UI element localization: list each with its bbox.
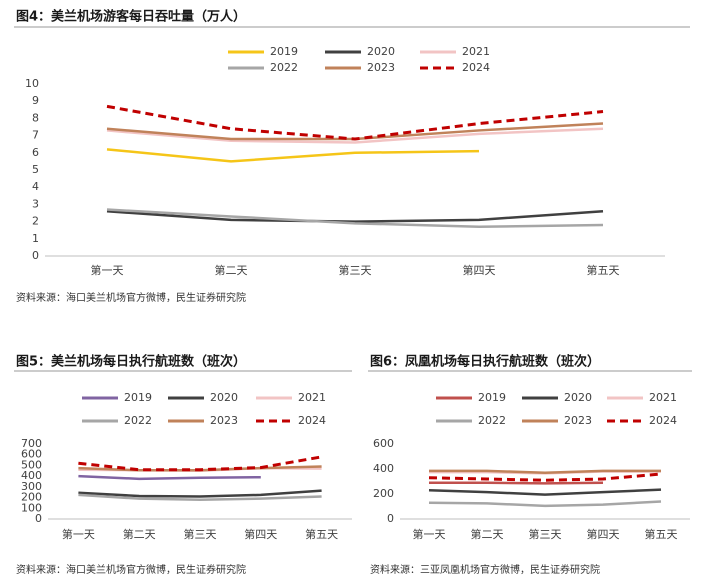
legend-label: 2021	[462, 45, 490, 58]
y-tick-label: 300	[21, 480, 42, 493]
y-tick-label: 10	[25, 77, 39, 90]
series-line	[428, 500, 662, 508]
y-tick-label: 400	[373, 462, 394, 475]
legend-label: 2023	[367, 61, 395, 74]
series-line	[78, 493, 322, 501]
series-line	[429, 481, 604, 485]
series-line	[428, 472, 662, 482]
y-tick-label: 200	[21, 491, 42, 504]
series-line	[78, 489, 322, 498]
y-tick-label: 7	[32, 129, 39, 142]
legend-label: 2020	[564, 391, 592, 404]
source-note: 资料来源：三亚凤凰机场官方微博，民生证券研究院	[370, 563, 600, 576]
series-line	[106, 208, 604, 229]
series-line	[106, 210, 604, 223]
legend-label: 2021	[649, 391, 677, 404]
x-tick-label: 第五天	[587, 263, 620, 277]
legend-label: 2024	[298, 414, 326, 427]
chart-title: 图5：美兰机场每日执行航班数（班次）	[16, 354, 246, 370]
y-tick-label: 0	[35, 512, 42, 525]
legend-label: 2024	[649, 414, 677, 427]
chart-title: 图4：美兰机场游客每日吞吐量（万人）	[16, 9, 246, 25]
legend-label: 2022	[478, 414, 506, 427]
x-tick-label: 第二天	[215, 263, 248, 277]
y-tick-label: 0	[32, 249, 39, 262]
y-tick-label: 500	[21, 458, 42, 471]
y-tick-label: 600	[373, 437, 394, 450]
legend-label: 2020	[367, 45, 395, 58]
series-line	[106, 148, 480, 163]
series-line	[428, 488, 662, 496]
x-tick-label: 第一天	[413, 527, 446, 541]
y-tick-label: 8	[32, 111, 39, 124]
legend-label: 2023	[564, 414, 592, 427]
y-tick-label: 3	[32, 197, 39, 210]
x-tick-label: 第三天	[529, 527, 562, 541]
x-tick-label: 第一天	[62, 527, 95, 541]
legend-label: 2021	[298, 391, 326, 404]
legend-label: 2022	[124, 414, 152, 427]
chart-title: 图6：凤凰机场每日执行航班数（班次）	[370, 354, 600, 370]
legend-label: 2019	[124, 391, 152, 404]
x-tick-label: 第一天	[91, 263, 124, 277]
y-tick-label: 700	[21, 437, 42, 450]
x-tick-label: 第三天	[184, 527, 217, 541]
y-tick-label: 1	[32, 232, 39, 245]
legend-label: 2019	[478, 391, 506, 404]
x-tick-label: 第二天	[471, 527, 504, 541]
x-tick-label: 第四天	[463, 263, 496, 277]
series-line	[106, 104, 604, 141]
y-tick-label: 400	[21, 469, 42, 482]
x-tick-label: 第四天	[587, 527, 620, 541]
legend-label: 2019	[270, 45, 298, 58]
legend-label: 2022	[270, 61, 298, 74]
series-line	[78, 455, 322, 472]
y-tick-label: 200	[373, 487, 394, 500]
y-tick-label: 4	[32, 180, 39, 193]
series-line	[429, 469, 661, 475]
y-tick-label: 0	[387, 512, 394, 525]
source-note: 资料来源：海口美兰机场官方微博，民生证券研究院	[16, 291, 246, 304]
x-tick-label: 第五天	[305, 527, 338, 541]
legend-label: 2024	[462, 61, 490, 74]
x-tick-label: 第四天	[244, 527, 277, 541]
y-tick-label: 2	[32, 215, 39, 228]
y-tick-label: 600	[21, 448, 42, 461]
y-tick-label: 9	[32, 94, 39, 107]
x-tick-label: 第二天	[123, 527, 156, 541]
legend-label: 2023	[210, 414, 238, 427]
y-tick-label: 6	[32, 146, 39, 159]
source-note: 资料来源：海口美兰机场官方微博，民生证券研究院	[16, 563, 246, 576]
series-line	[78, 474, 261, 481]
x-tick-label: 第三天	[339, 263, 372, 277]
x-tick-label: 第五天	[645, 527, 678, 541]
legend-label: 2020	[210, 391, 238, 404]
y-tick-label: 5	[32, 163, 39, 176]
series-line	[106, 127, 604, 144]
y-tick-label: 100	[21, 501, 42, 514]
